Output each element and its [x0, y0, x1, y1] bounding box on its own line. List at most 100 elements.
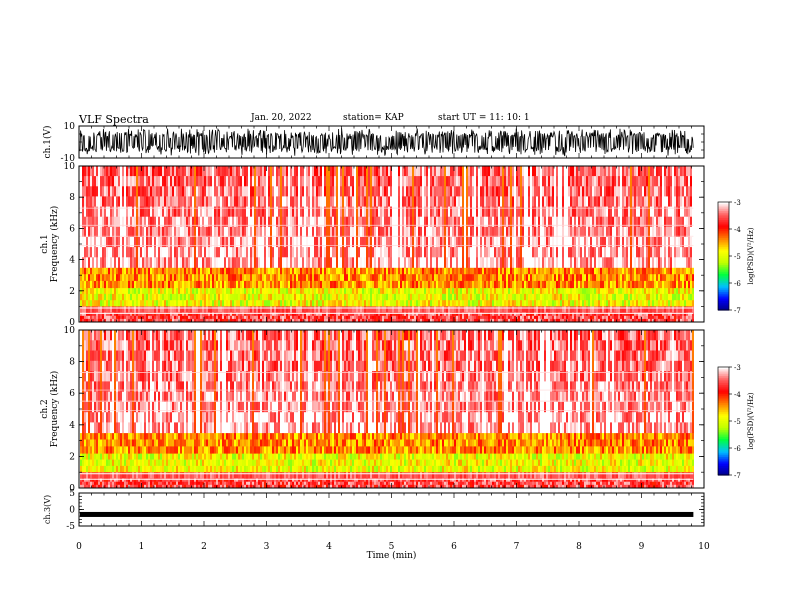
- spectro-cell: [426, 315, 428, 320]
- spectro-cell: [234, 166, 236, 177]
- spectro-cell: [270, 176, 272, 187]
- spectro-cell: [354, 257, 356, 268]
- spectro-cell: [548, 300, 550, 307]
- spectro-cell: [252, 226, 254, 238]
- spectro-cell: [170, 315, 172, 320]
- spectro-cell: [434, 176, 436, 187]
- spectro-cell: [406, 293, 408, 301]
- spectro-cell: [84, 315, 86, 320]
- spectro-cell: [90, 206, 92, 218]
- spectro-cell: [198, 226, 200, 238]
- spectro-cell: [136, 196, 138, 207]
- spectro-cell: [324, 176, 326, 187]
- spectro-cell: [112, 176, 114, 187]
- spectro-cell: [120, 306, 122, 313]
- spectro-cell: [188, 166, 190, 177]
- spectro-cell: [462, 206, 464, 218]
- spectro-cell: [556, 176, 558, 187]
- spectro-cell: [552, 300, 554, 307]
- spectro-cell: [278, 267, 280, 275]
- spectro-cell: [386, 293, 388, 301]
- spectro-cell: [346, 186, 348, 197]
- spectro-cell: [290, 186, 292, 197]
- spectro-cell: [456, 318, 458, 323]
- y-tick-label: 10: [64, 122, 76, 132]
- spectro-cell: [332, 196, 334, 207]
- spectro-cell: [344, 315, 346, 320]
- spectro-cell: [450, 287, 452, 295]
- spectro-cell: [314, 237, 316, 248]
- spectro-cell: [84, 247, 86, 258]
- spectro-cell: [134, 280, 136, 289]
- spectro-cell: [492, 318, 494, 323]
- spectro-cell: [364, 216, 366, 228]
- spectro-cell: [104, 216, 106, 228]
- spectro-cell: [528, 247, 530, 258]
- spectro-cell: [556, 247, 558, 258]
- spectro-cell: [448, 293, 450, 301]
- spectro-cell: [100, 318, 102, 323]
- spectro-cell: [130, 216, 132, 228]
- spectro-cell: [452, 176, 454, 187]
- spectro-cell: [440, 306, 442, 313]
- spectro-cell: [128, 176, 130, 187]
- spectro-cell: [156, 186, 158, 197]
- spectro-cell: [200, 300, 202, 307]
- spectro-cell: [116, 176, 118, 187]
- spectro-cell: [384, 186, 386, 197]
- spectro-cell: [196, 237, 198, 248]
- spectro-cell: [158, 306, 160, 313]
- spectro-cell: [518, 287, 520, 295]
- spectro-cell: [294, 306, 296, 313]
- spectro-cell: [538, 196, 540, 207]
- spectro-cell: [214, 196, 216, 207]
- spectro-cell: [370, 267, 372, 275]
- spectro-cell: [414, 318, 416, 323]
- spectro-cell: [110, 300, 112, 307]
- spectro-cell: [532, 186, 534, 197]
- spectro-cell: [122, 315, 124, 320]
- spectro-cell: [516, 196, 518, 207]
- spectro-cell: [388, 226, 390, 238]
- spectro-cell: [138, 176, 140, 187]
- spectro-cell: [436, 247, 438, 258]
- spectro-cell: [328, 312, 330, 317]
- spectro-cell: [486, 196, 488, 207]
- spectro-cell: [306, 267, 308, 275]
- spectro-cell: [286, 300, 288, 307]
- spectro-cell: [374, 274, 376, 282]
- spectro-cell: [204, 318, 206, 323]
- spectro-cell: [142, 280, 144, 289]
- spectro-cell: [138, 186, 140, 197]
- spectro-cell: [538, 166, 540, 177]
- spectro-cell: [348, 196, 350, 207]
- spectro-cell: [270, 226, 272, 238]
- y-tick-label: -10: [61, 154, 76, 164]
- spectro-cell: [226, 280, 228, 289]
- spectro-cell: [282, 196, 284, 207]
- spectro-cell: [538, 237, 540, 248]
- spectro-cell: [422, 206, 424, 218]
- spectro-cell: [446, 312, 448, 317]
- spectro-cell: [534, 274, 536, 282]
- spectro-cell: [190, 293, 192, 301]
- spectro-cell: [286, 274, 288, 282]
- spectro-cell: [82, 196, 84, 207]
- spectro-cell: [298, 247, 300, 258]
- spectro-cell: [392, 247, 394, 258]
- spectro-cell: [370, 196, 372, 207]
- spectro-cell: [450, 293, 452, 301]
- spectro-cell: [446, 274, 448, 282]
- spectro-cell: [564, 186, 566, 197]
- spectro-cell: [346, 318, 348, 323]
- spectro-cell: [186, 315, 188, 320]
- spectro-cell: [546, 315, 548, 320]
- spectro-cell: [202, 206, 204, 218]
- spectro-cell: [412, 216, 414, 228]
- spectro-cell: [262, 280, 264, 289]
- spectro-cell: [400, 216, 402, 228]
- spectro-cell: [174, 176, 176, 187]
- spectro-cell: [90, 306, 92, 313]
- spectro-cell: [372, 287, 374, 295]
- spectro-cell: [136, 287, 138, 295]
